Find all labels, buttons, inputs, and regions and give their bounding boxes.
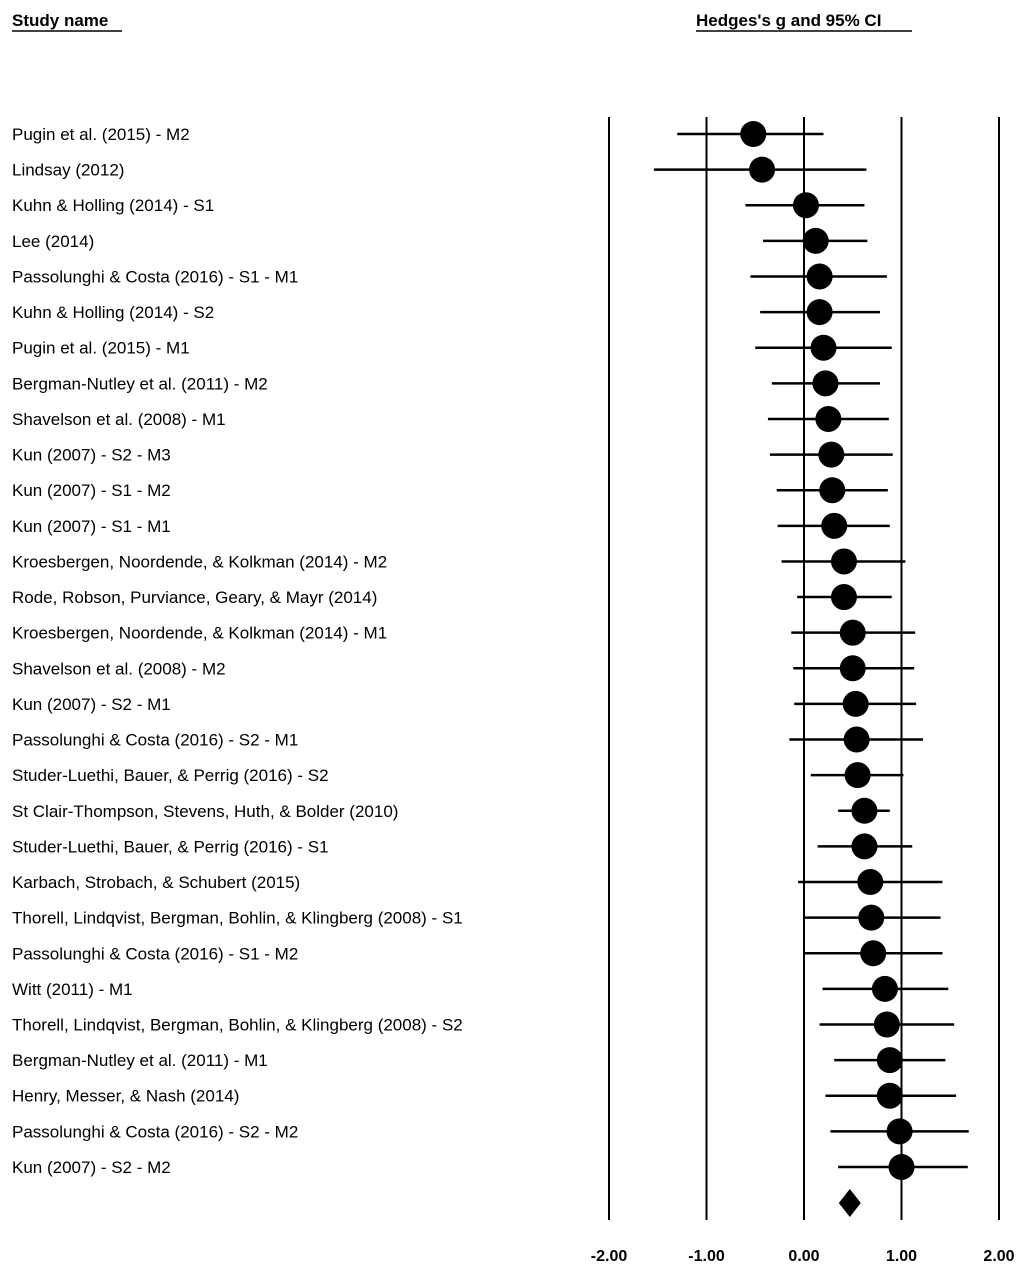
study-row: Passolunghi & Costa (2016) - S2 - M2	[12, 1118, 969, 1145]
study-row: Shavelson et al. (2008) - M2	[12, 655, 915, 682]
effect-size-point	[806, 263, 833, 290]
study-label: Pugin et al. (2015) - M2	[12, 125, 190, 144]
study-label: Kun (2007) - S2 - M3	[12, 446, 171, 465]
study-label: Kuhn & Holling (2014) - S1	[12, 196, 214, 215]
effect-size-point	[888, 1153, 915, 1180]
study-row: Kuhn & Holling (2014) - S1	[12, 192, 865, 219]
study-label: Passolunghi & Costa (2016) - S1 - M2	[12, 944, 298, 963]
study-label: Thorell, Lindqvist, Bergman, Bohlin, & K…	[12, 909, 463, 928]
study-label: Lindsay (2012)	[12, 161, 124, 180]
effect-size-point	[873, 1011, 900, 1038]
study-row: Shavelson et al. (2008) - M1	[12, 405, 889, 432]
effect-size-point	[876, 1082, 903, 1109]
study-row: Kun (2007) - S2 - M2	[12, 1153, 968, 1180]
x-tick-label: 0.00	[788, 1248, 819, 1265]
study-row: Kun (2007) - S1 - M2	[12, 477, 888, 504]
study-row: Kun (2007) - S2 - M3	[12, 441, 893, 468]
study-label: Kun (2007) - S2 - M2	[12, 1158, 171, 1177]
effect-size-point	[886, 1118, 913, 1145]
effect-size-point	[802, 227, 829, 254]
study-name-header: Study name	[12, 11, 108, 30]
effect-size-point	[812, 370, 839, 397]
study-label: Kun (2007) - S2 - M1	[12, 695, 171, 714]
study-label: Studer-Luethi, Bauer, & Perrig (2016) - …	[12, 766, 329, 785]
study-row: St Clair-Thompson, Stevens, Huth, & Bold…	[12, 797, 890, 824]
study-label: Witt (2011) - M1	[12, 980, 133, 999]
study-row: Henry, Messer, & Nash (2014)	[12, 1082, 957, 1109]
study-row: Bergman-Nutley et al. (2011) - M2	[12, 370, 881, 397]
study-row: Studer-Luethi, Bauer, & Perrig (2016) - …	[12, 833, 913, 860]
x-tick-label: -1.00	[688, 1248, 725, 1265]
study-label: Passolunghi & Costa (2016) - S1 - M1	[12, 267, 298, 286]
study-label: Rode, Robson, Purviance, Geary, & Mayr (…	[12, 588, 377, 607]
study-row: Karbach, Strobach, & Schubert (2015)	[12, 869, 943, 896]
study-row: Passolunghi & Costa (2016) - S1 - M1	[12, 263, 887, 290]
study-label: Studer-Luethi, Bauer, & Perrig (2016) - …	[12, 837, 329, 856]
study-row: Pugin et al. (2015) - M2	[12, 121, 824, 147]
study-label: Henry, Messer, & Nash (2014)	[12, 1087, 239, 1106]
effect-size-point	[819, 477, 846, 504]
effect-size-point	[857, 869, 884, 896]
effect-size-header: Hedges's g and 95% CI	[696, 11, 881, 30]
study-label: Bergman-Nutley et al. (2011) - M1	[12, 1051, 268, 1070]
study-label: Kuhn & Holling (2014) - S2	[12, 303, 214, 322]
effect-size-point	[839, 655, 866, 682]
effect-size-point	[830, 548, 857, 575]
study-row: Witt (2011) - M1	[12, 975, 949, 1002]
study-row: Passolunghi & Costa (2016) - S1 - M2	[12, 940, 943, 967]
study-row: Rode, Robson, Purviance, Geary, & Mayr (…	[12, 584, 892, 611]
study-label: Kroesbergen, Noordende, & Kolkman (2014)…	[12, 552, 387, 571]
effect-size-point	[842, 690, 869, 717]
study-row: Pugin et al. (2015) - M1	[12, 334, 892, 361]
study-label: Kroesbergen, Noordende, & Kolkman (2014)…	[12, 624, 387, 643]
study-label: Shavelson et al. (2008) - M1	[12, 410, 226, 429]
effect-size-point	[851, 797, 878, 824]
study-row: Lee (2014)	[12, 227, 868, 254]
study-label: Lee (2014)	[12, 232, 94, 251]
effect-size-point	[815, 405, 842, 432]
study-row: Kroesbergen, Noordende, & Kolkman (2014)…	[12, 548, 906, 575]
study-row: Thorell, Lindqvist, Bergman, Bohlin, & K…	[12, 1011, 955, 1038]
effect-size-point	[858, 904, 885, 931]
x-tick-label: 2.00	[983, 1248, 1014, 1265]
effect-size-point	[810, 334, 837, 361]
effect-size-point	[844, 762, 871, 789]
study-label: Pugin et al. (2015) - M1	[12, 339, 190, 358]
study-row: Lindsay (2012)	[12, 156, 867, 183]
study-row: Studer-Luethi, Bauer, & Perrig (2016) - …	[12, 762, 904, 789]
study-label: Kun (2007) - S1 - M1	[12, 517, 171, 536]
effect-size-point	[871, 975, 898, 1002]
study-label: Kun (2007) - S1 - M2	[12, 481, 171, 500]
study-label: Karbach, Strobach, & Schubert (2015)	[12, 873, 300, 892]
effect-size-point	[830, 584, 857, 611]
x-tick-label: 1.00	[886, 1248, 917, 1265]
study-row: Thorell, Lindqvist, Bergman, Bohlin, & K…	[12, 904, 941, 931]
summary-diamond	[838, 1189, 861, 1217]
effect-size-point	[818, 441, 845, 468]
effect-size-point	[843, 726, 870, 753]
effect-size-point	[876, 1047, 903, 1074]
study-label: Shavelson et al. (2008) - M2	[12, 659, 226, 678]
study-row: Kun (2007) - S1 - M1	[12, 512, 890, 539]
study-row: Kroesbergen, Noordende, & Kolkman (2014)…	[12, 619, 916, 646]
study-row: Passolunghi & Costa (2016) - S2 - M1	[12, 726, 923, 753]
study-row: Kun (2007) - S2 - M1	[12, 690, 917, 717]
x-tick-label: -2.00	[591, 1248, 628, 1265]
effect-size-point	[792, 192, 819, 219]
effect-size-point	[806, 299, 833, 326]
study-label: Bergman-Nutley et al. (2011) - M2	[12, 374, 268, 393]
effect-size-point	[821, 512, 848, 539]
study-row: Bergman-Nutley et al. (2011) - M1	[12, 1047, 946, 1074]
study-label: St Clair-Thompson, Stevens, Huth, & Bold…	[12, 802, 398, 821]
effect-size-point	[749, 156, 776, 183]
study-label: Passolunghi & Costa (2016) - S2 - M2	[12, 1122, 298, 1141]
effect-size-point	[740, 121, 767, 147]
effect-size-point	[851, 833, 878, 860]
effect-size-point	[860, 940, 887, 967]
effect-size-point	[839, 619, 866, 646]
study-label: Thorell, Lindqvist, Bergman, Bohlin, & K…	[12, 1016, 463, 1035]
study-label: Passolunghi & Costa (2016) - S2 - M1	[12, 731, 298, 750]
study-row: Kuhn & Holling (2014) - S2	[12, 299, 881, 326]
